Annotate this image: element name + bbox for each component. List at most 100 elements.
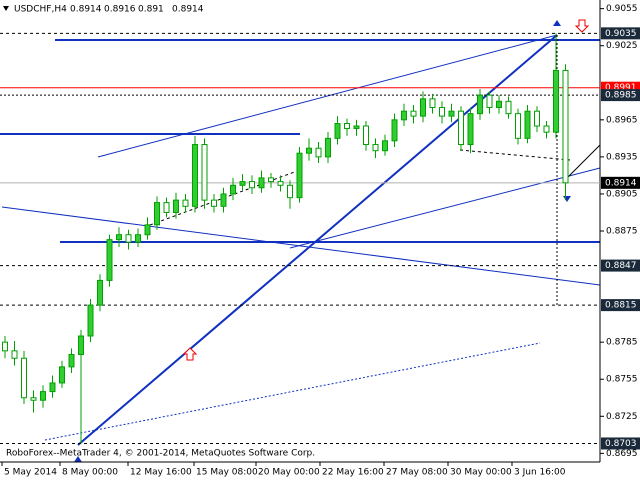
copyright: RoboForex--MetaTrader 4, © 2001-2014, Me… [6,449,315,459]
y-tick-label: 0.8695 [606,449,638,459]
candle-body [486,94,493,108]
candle-body [534,110,540,127]
candle-body [325,137,331,158]
x-tick-label: 8 May 00:00 [62,468,118,478]
candle-body [21,357,27,399]
header-icon [3,6,9,11]
candle-body [230,184,236,195]
y-tick-label: 0.8755 [606,375,638,385]
price-box [601,299,640,312]
candle-body [192,144,198,207]
candle-body [268,177,274,183]
price-box [601,259,640,272]
symbol: USDCHF,H4 [14,5,67,15]
candle-body [154,202,160,226]
header-price: 0.891 [138,5,164,15]
x-tick-label: 5 May 2014 [4,468,57,478]
candle-body [211,199,217,207]
candle-body [87,304,94,337]
candle-body [40,391,46,401]
candle-body [553,69,559,133]
candle-body [382,140,388,152]
price-box [601,176,640,189]
y-tick-label: 0.9055 [606,4,638,14]
x-tick-label: 22 May 16:00 [322,468,384,478]
candle-body [439,106,445,117]
x-tick-label: 15 May 08:00 [196,468,258,478]
candle-body [334,123,341,139]
candle-body [59,366,65,384]
candle-body [125,234,132,243]
y-tick-label: 0.9025 [606,41,638,51]
price-label: 0.8991 [605,83,637,93]
channel-line [97,34,558,158]
candle-body [391,119,398,142]
candle-body [420,98,426,117]
fractal [553,20,561,26]
wave-line [459,149,571,161]
candle-body [543,125,550,133]
x-tick-label: 20 May 00:00 [258,468,320,478]
candle-body [49,382,56,393]
candle-body [515,113,521,139]
candle-body [277,181,284,186]
y-tick-label: 0.8905 [606,189,638,199]
up-arrow [182,347,198,361]
candle-body [11,350,18,359]
candle-body [496,100,502,108]
dotted-line [44,342,541,441]
header-price: 0.8914 [172,5,204,15]
candle-body [78,335,84,356]
candle-body [410,110,417,117]
candle-body [344,123,350,129]
candle-body [353,125,360,129]
x-tick-label: 30 May 00:00 [450,468,512,478]
x-tick-label: 27 May 08:00 [386,468,448,478]
candle-body [315,147,322,158]
y-tick-label: 0.8965 [606,115,638,125]
price-label: 0.8815 [605,301,637,311]
y-tick-label: 0.8935 [606,152,638,162]
candle-body [163,202,170,213]
candle-body [401,110,407,121]
candle-body [524,110,531,139]
header-price: 0.8914 [70,5,102,15]
candle-body [182,199,189,207]
candle-body [448,110,455,117]
candle-body [201,144,208,201]
candle-body [239,181,246,186]
price-label: 0.8847 [605,261,637,271]
wave-line [564,144,601,181]
candle-body [220,193,227,207]
y-tick-label: 0.8875 [606,227,638,237]
candle-body [2,341,8,352]
candle-body [68,354,75,368]
candle-body [306,147,312,154]
candle-body [135,234,141,243]
fractal [74,456,82,462]
price-box [601,27,640,40]
x-tick-label: 12 May 16:00 [130,468,192,478]
candle-body [258,177,265,189]
price-label: 0.8985 [605,91,637,101]
price-label: 0.8914 [605,178,637,188]
candle-body [562,69,569,184]
price-label: 0.8703 [605,439,637,449]
price-box [601,89,640,102]
y-tick-label: 0.8725 [606,412,638,422]
candle-body [30,397,37,401]
header-price: 0.8916 [104,5,136,15]
candle-body [372,144,379,152]
y-tick-label: 0.8785 [606,338,638,348]
candle-body [467,113,474,146]
candle-body [363,125,369,146]
x-tick-label: 3 Jun 16:00 [514,468,566,478]
candle-body [296,152,303,199]
candle-body [429,98,436,108]
candle-body [116,234,122,241]
candle-body [97,279,103,306]
candle-body [249,181,255,189]
candle-body [287,184,293,199]
